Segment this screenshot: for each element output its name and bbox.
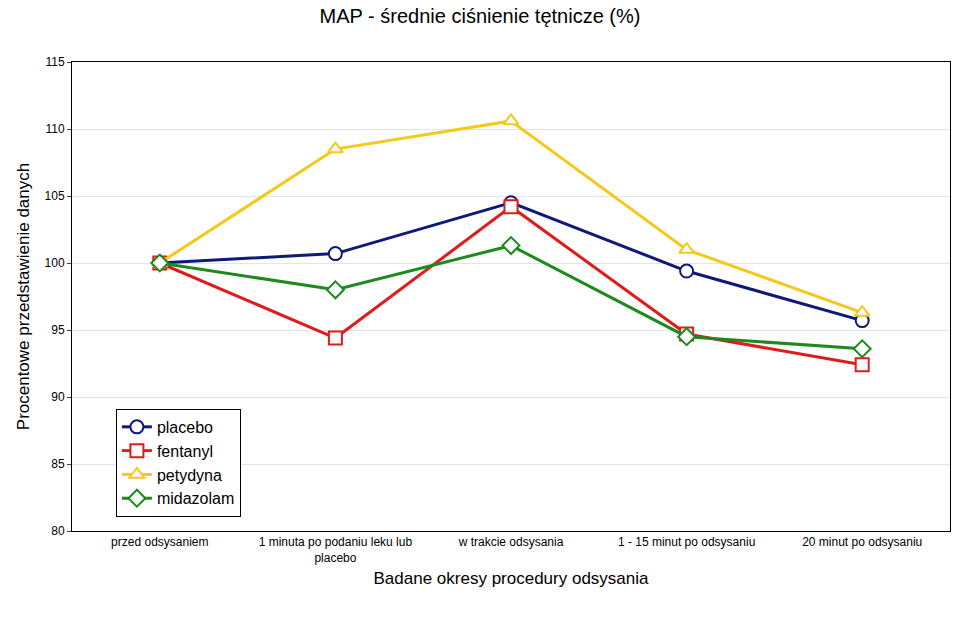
svg-text:fentanyl: fentanyl [157,443,213,460]
svg-text:placebo: placebo [157,419,213,436]
svg-text:przed odsysaniem: przed odsysaniem [111,535,208,549]
svg-text:90: 90 [51,390,65,404]
svg-text:w trakcie odsysania: w trakcie odsysania [458,535,564,549]
svg-text:105: 105 [45,189,65,203]
svg-text:95: 95 [51,323,65,337]
svg-text:80: 80 [51,524,65,538]
svg-text:110: 110 [45,122,64,136]
svg-text:petydyna: petydyna [157,467,222,484]
svg-text:1 minuta po podaniu leku lubpl: 1 minuta po podaniu leku lubplacebo [259,535,413,565]
svg-text:midazolam: midazolam [157,490,234,507]
svg-text:Badane okresy procedury odsysa: Badane okresy procedury odsysania [374,569,650,588]
svg-text:20 minut po odsysaniu: 20 minut po odsysaniu [802,535,922,549]
svg-text:Procentowe przedstawienie dany: Procentowe przedstawienie danych [14,163,33,430]
svg-text:MAP - średnie ciśnienie tętnic: MAP - średnie ciśnienie tętnicze (%) [320,5,641,27]
svg-text:100: 100 [45,256,65,270]
svg-text:1 - 15 minut po odsysaniu: 1 - 15 minut po odsysaniu [618,535,755,549]
svg-text:85: 85 [51,457,65,471]
svg-text:115: 115 [45,55,64,69]
